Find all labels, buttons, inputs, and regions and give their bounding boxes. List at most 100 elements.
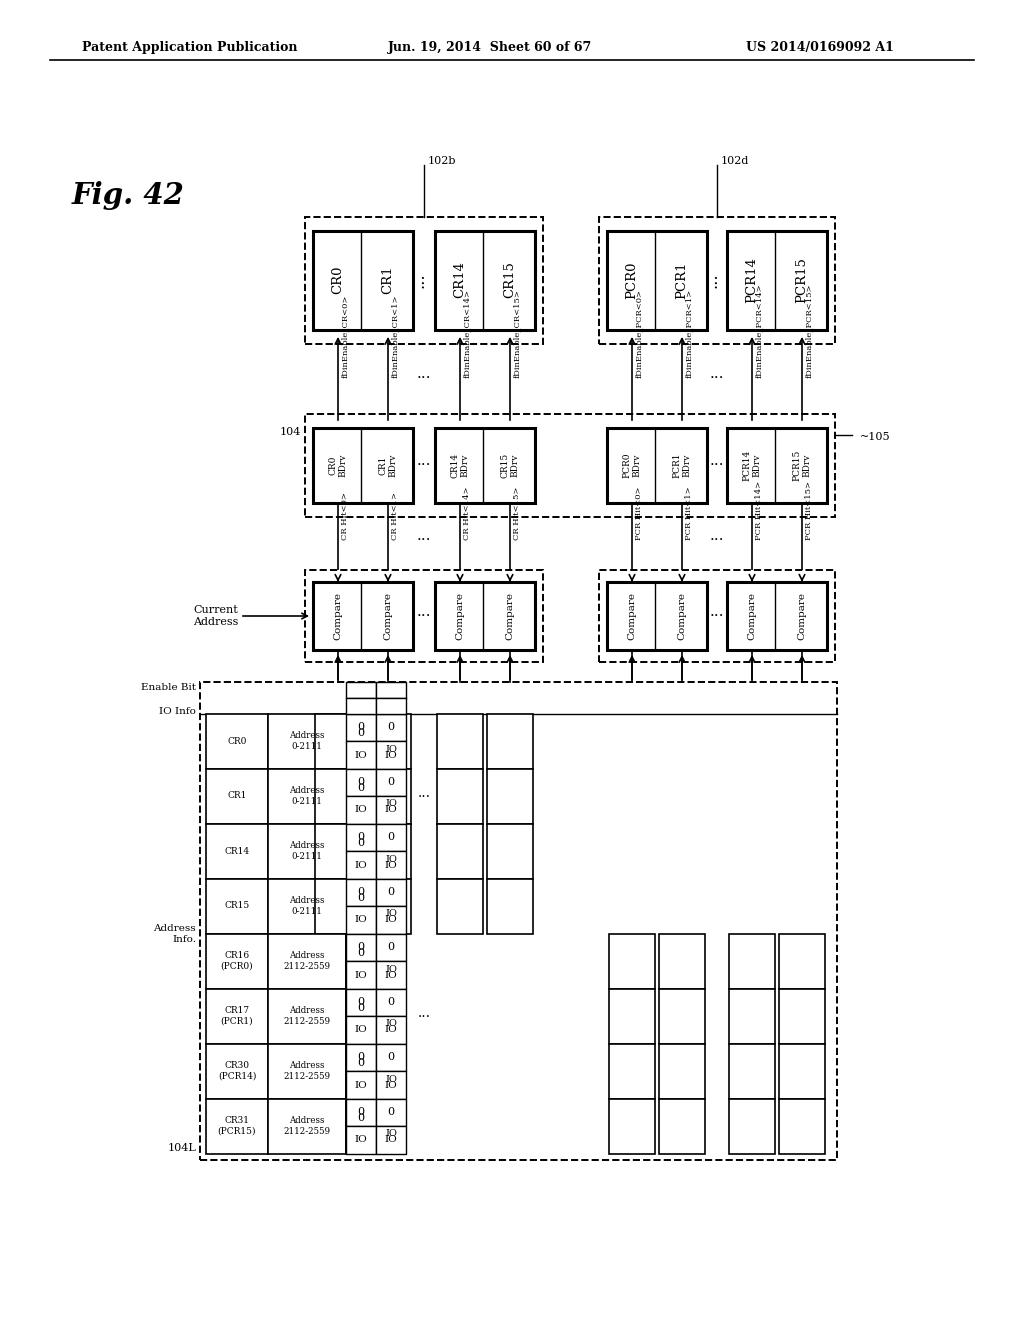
Bar [779,1044,825,1100]
Text: CR30
(PCR14): CR30 (PCR14) [218,1061,256,1081]
Bar [346,1071,376,1100]
Bar [346,741,376,770]
Bar [435,231,535,330]
Bar [346,961,376,989]
Text: IO: IO [385,965,397,974]
Text: IO: IO [385,1130,397,1138]
Text: 0: 0 [387,887,394,898]
Bar [376,879,406,906]
Text: Address
2112-2559: Address 2112-2559 [284,1061,331,1081]
Bar [346,1016,376,1044]
Text: Compare: Compare [506,591,514,640]
Text: IO: IO [385,970,397,979]
Bar [435,582,535,649]
Text: CR14: CR14 [454,261,467,298]
Text: 0: 0 [357,894,365,903]
Bar [346,1100,376,1154]
Text: 0: 0 [357,997,365,1007]
Bar [268,989,346,1044]
Bar [313,428,413,503]
Text: Address
0-2111: Address 0-2111 [289,787,325,805]
Bar [376,714,406,770]
Bar [313,582,413,649]
Bar [659,935,705,989]
Text: 0: 0 [387,722,394,733]
Bar [315,879,361,935]
Bar [346,989,376,1044]
Bar [609,989,655,1044]
Bar [487,824,534,879]
Bar [727,428,827,503]
Bar [206,714,268,770]
Text: 0: 0 [387,1052,394,1063]
Text: IO: IO [354,970,368,979]
Bar [437,879,483,935]
Text: PCR Hit<1>: PCR Hit<1> [685,486,693,540]
Text: ···: ··· [709,272,725,288]
Bar [487,879,534,935]
Text: IO: IO [354,916,368,924]
Text: CR Hit<1>: CR Hit<1> [391,492,399,540]
Bar [729,935,775,989]
Bar [376,698,406,714]
Text: PCR14
BDrv: PCR14 BDrv [742,449,762,480]
Text: Fig. 42: Fig. 42 [72,181,184,210]
Bar [200,682,837,1160]
Text: Compare: Compare [384,591,392,640]
Text: 0: 0 [357,729,365,738]
Text: US 2014/0169092 A1: US 2014/0169092 A1 [746,41,894,54]
Bar [376,1100,406,1126]
Bar [729,989,775,1044]
Bar [346,1100,376,1126]
Text: IO: IO [354,861,368,870]
Bar [376,824,406,879]
Text: 0: 0 [357,887,365,898]
Bar [268,770,346,824]
Text: Enable Bit: Enable Bit [141,684,196,693]
Bar [346,1044,376,1100]
Text: IO: IO [385,744,397,754]
Text: 0: 0 [357,1113,365,1123]
Text: CR16
(PCR0): CR16 (PCR0) [221,952,253,970]
Text: Compare: Compare [456,591,465,640]
Text: CR14: CR14 [224,846,250,855]
Text: IO: IO [354,1026,368,1035]
Bar [376,796,406,824]
Text: 0: 0 [357,832,365,842]
Bar [729,1100,775,1154]
Bar [376,1100,406,1154]
Text: CR31
(PCR15): CR31 (PCR15) [218,1117,256,1135]
Text: ···: ··· [710,458,724,473]
Bar [346,824,376,879]
Text: Compare: Compare [748,591,757,640]
Bar [727,231,827,330]
Bar [268,824,346,879]
Bar [365,824,411,879]
Text: fDinEnable_PCR<14>: fDinEnable_PCR<14> [755,284,763,378]
Text: IO: IO [385,800,397,808]
Bar [365,714,411,770]
Text: 0: 0 [387,997,394,1007]
Bar [346,714,376,770]
Bar [607,582,707,649]
Bar [376,989,406,1016]
Text: PCR Hit<14>: PCR Hit<14> [755,480,763,540]
Text: IO: IO [385,1081,397,1089]
Text: ···: ··· [417,609,431,623]
Text: CR1
BDrv: CR1 BDrv [378,453,397,477]
Bar [376,1126,406,1154]
Bar [268,879,346,935]
Bar [346,1044,376,1071]
Text: Patent Application Publication: Patent Application Publication [82,41,298,54]
Bar [487,714,534,770]
Bar [346,714,376,741]
Bar [346,879,376,935]
Bar [376,770,406,824]
Text: IO: IO [354,1081,368,1089]
Bar [599,216,835,345]
Text: IO: IO [354,805,368,814]
Text: CR Hit<15>: CR Hit<15> [513,487,521,540]
Bar [346,682,376,698]
Bar [779,1100,825,1154]
Text: ···: ··· [710,609,724,623]
